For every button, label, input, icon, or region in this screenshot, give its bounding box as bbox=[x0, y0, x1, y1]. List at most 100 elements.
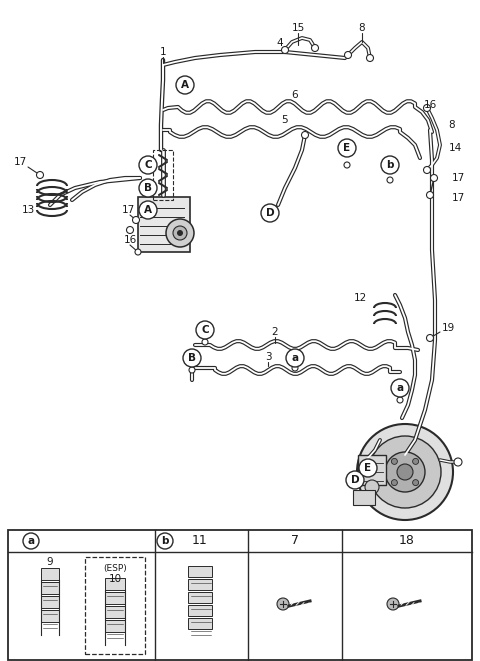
Text: a: a bbox=[291, 353, 299, 363]
Bar bbox=[41, 568, 59, 580]
Bar bbox=[188, 579, 212, 590]
Circle shape bbox=[454, 458, 462, 466]
Text: D: D bbox=[266, 208, 274, 218]
Text: 1: 1 bbox=[160, 47, 166, 57]
Circle shape bbox=[391, 458, 397, 465]
Circle shape bbox=[423, 104, 431, 112]
Bar bbox=[105, 578, 125, 590]
Bar bbox=[105, 620, 125, 632]
Circle shape bbox=[157, 533, 173, 549]
Circle shape bbox=[431, 175, 437, 182]
Text: B: B bbox=[144, 183, 152, 193]
Circle shape bbox=[139, 179, 157, 197]
Text: C: C bbox=[201, 325, 209, 335]
Circle shape bbox=[385, 452, 425, 492]
Circle shape bbox=[183, 349, 201, 367]
Circle shape bbox=[397, 397, 403, 403]
Text: 14: 14 bbox=[448, 143, 462, 153]
Circle shape bbox=[427, 192, 433, 198]
Bar bbox=[105, 606, 125, 618]
Text: 2: 2 bbox=[272, 327, 278, 337]
Text: 15: 15 bbox=[291, 23, 305, 33]
Text: 3: 3 bbox=[264, 352, 271, 362]
Text: 10: 10 bbox=[108, 574, 121, 584]
Text: A: A bbox=[144, 205, 152, 215]
Text: b: b bbox=[386, 160, 394, 170]
Text: b: b bbox=[161, 536, 169, 546]
Circle shape bbox=[281, 46, 288, 54]
Circle shape bbox=[387, 177, 393, 183]
Circle shape bbox=[427, 334, 433, 342]
Bar bbox=[188, 566, 212, 577]
Circle shape bbox=[423, 167, 431, 173]
Circle shape bbox=[139, 201, 157, 219]
Circle shape bbox=[173, 226, 187, 240]
Circle shape bbox=[176, 76, 194, 94]
Circle shape bbox=[312, 44, 319, 52]
Bar bbox=[85, 557, 145, 654]
Circle shape bbox=[286, 349, 304, 367]
Text: 13: 13 bbox=[22, 205, 35, 215]
Text: 18: 18 bbox=[399, 535, 415, 547]
Circle shape bbox=[367, 54, 373, 61]
Bar bbox=[188, 605, 212, 616]
Text: 17: 17 bbox=[13, 157, 26, 167]
Circle shape bbox=[301, 132, 309, 139]
Text: 19: 19 bbox=[442, 323, 455, 333]
Text: 5: 5 bbox=[282, 115, 288, 125]
Text: 16: 16 bbox=[123, 235, 137, 245]
Bar bbox=[353, 490, 375, 505]
Text: 16: 16 bbox=[423, 100, 437, 110]
Circle shape bbox=[359, 459, 377, 477]
Circle shape bbox=[277, 598, 289, 610]
Text: 4: 4 bbox=[276, 38, 283, 48]
Bar bbox=[153, 150, 173, 200]
Circle shape bbox=[387, 598, 399, 610]
Circle shape bbox=[135, 249, 141, 255]
Circle shape bbox=[166, 219, 194, 247]
Circle shape bbox=[381, 156, 399, 174]
Text: 8: 8 bbox=[359, 23, 365, 33]
Text: a: a bbox=[27, 536, 35, 546]
Circle shape bbox=[365, 480, 379, 494]
Text: 11: 11 bbox=[192, 535, 208, 547]
Text: 9: 9 bbox=[47, 557, 53, 567]
Bar bbox=[105, 592, 125, 604]
Text: 17: 17 bbox=[121, 205, 134, 215]
Circle shape bbox=[196, 321, 214, 339]
Circle shape bbox=[346, 471, 364, 489]
Bar bbox=[41, 582, 59, 594]
Circle shape bbox=[413, 458, 419, 465]
Circle shape bbox=[391, 480, 397, 486]
Circle shape bbox=[36, 171, 44, 178]
Bar bbox=[41, 596, 59, 608]
Circle shape bbox=[391, 379, 409, 397]
Bar bbox=[188, 618, 212, 629]
Circle shape bbox=[292, 365, 298, 371]
Circle shape bbox=[413, 480, 419, 486]
Circle shape bbox=[189, 367, 195, 373]
Text: E: E bbox=[364, 463, 372, 473]
Circle shape bbox=[344, 162, 350, 168]
Circle shape bbox=[261, 204, 279, 222]
Text: 8: 8 bbox=[449, 120, 456, 130]
Text: A: A bbox=[181, 80, 189, 90]
Bar bbox=[41, 610, 59, 622]
Bar bbox=[188, 592, 212, 603]
Text: C: C bbox=[144, 160, 152, 170]
Circle shape bbox=[127, 227, 133, 233]
Circle shape bbox=[345, 52, 351, 59]
Text: (ESP): (ESP) bbox=[103, 564, 127, 574]
Circle shape bbox=[177, 230, 183, 236]
Text: 12: 12 bbox=[353, 293, 367, 303]
Bar bbox=[358, 455, 386, 485]
Text: 17: 17 bbox=[451, 173, 465, 183]
Circle shape bbox=[397, 464, 413, 480]
Circle shape bbox=[338, 139, 356, 157]
Text: 7: 7 bbox=[291, 535, 299, 547]
Circle shape bbox=[132, 217, 140, 223]
Text: 17: 17 bbox=[451, 193, 465, 203]
Circle shape bbox=[139, 156, 157, 174]
Text: D: D bbox=[351, 475, 360, 485]
Circle shape bbox=[202, 339, 208, 345]
